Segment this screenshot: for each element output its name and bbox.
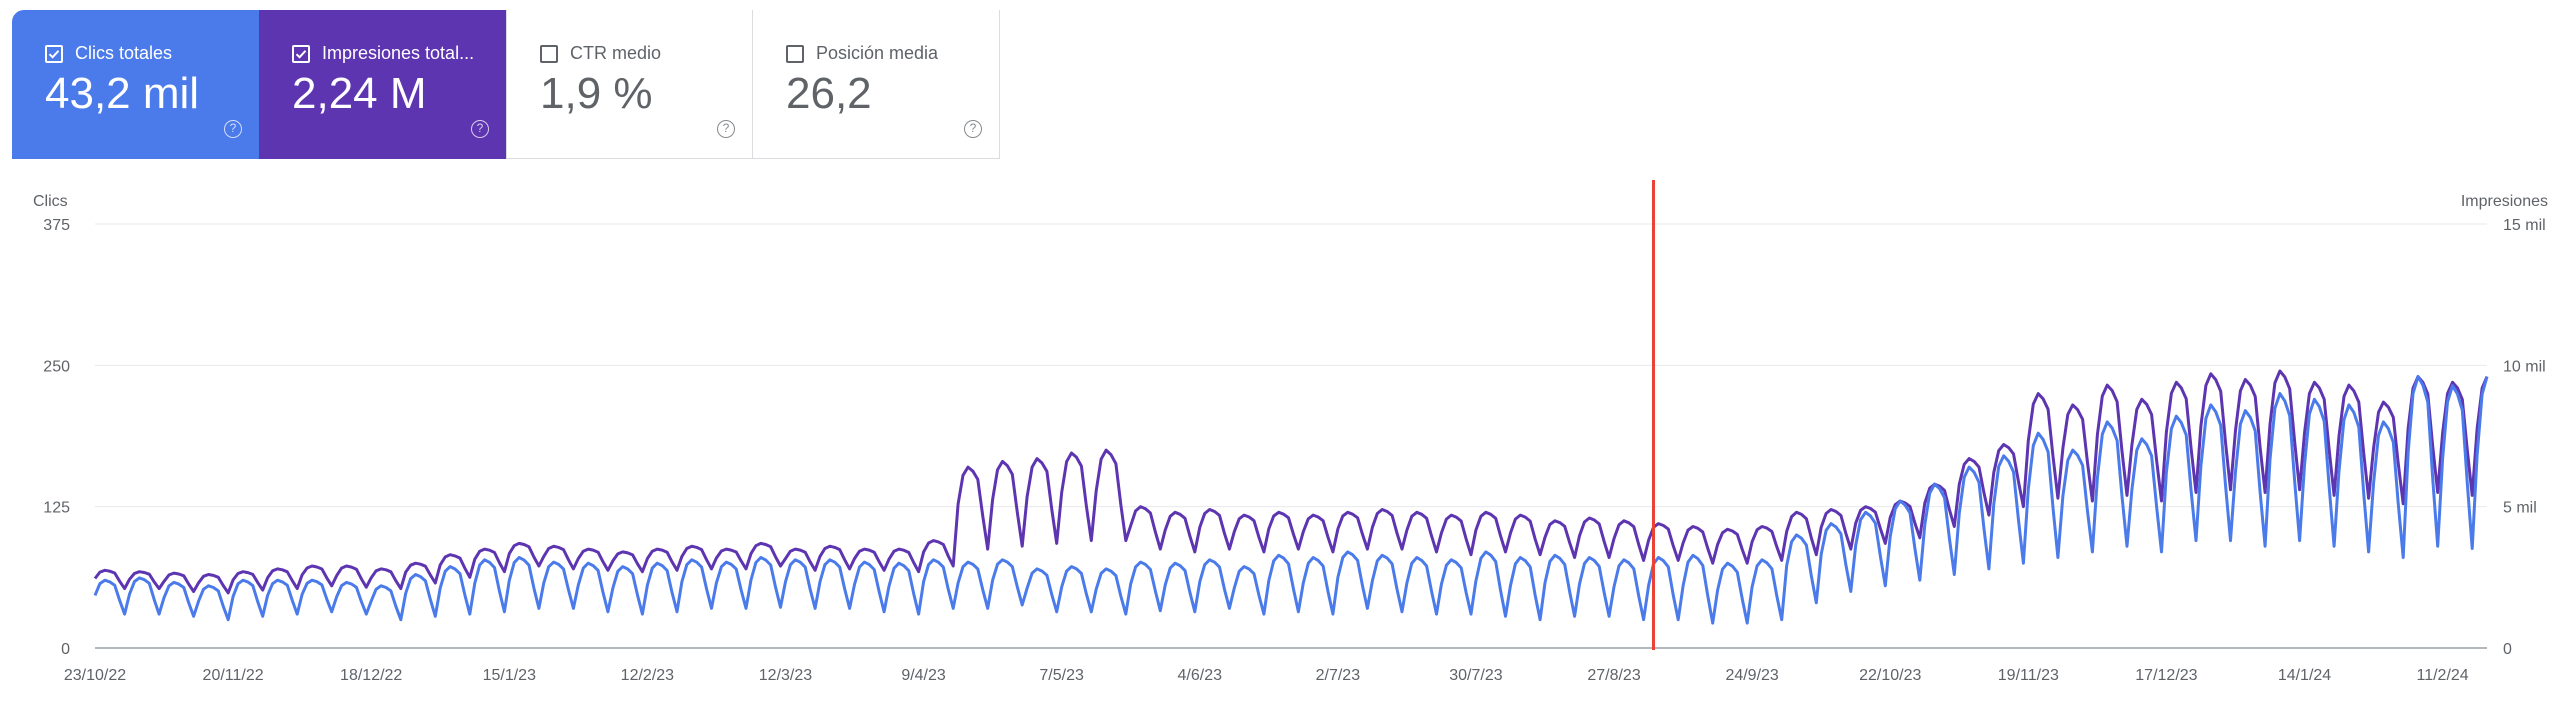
metric-value: 43,2 mil xyxy=(45,69,200,118)
x-tick-label: 15/1/23 xyxy=(483,667,536,684)
x-tick-label: 17/12/23 xyxy=(2135,667,2197,684)
x-tick-label: 11/2/24 xyxy=(2417,667,2469,684)
metric-card-clicks[interactable]: Clics totales 43,2 mil ? xyxy=(12,10,259,159)
checkbox-checked-icon[interactable] xyxy=(45,44,63,63)
metric-card-ctr[interactable]: CTR medio 1,9 % ? xyxy=(506,10,753,159)
metric-label: Impresiones total... xyxy=(322,43,475,63)
right-axis-title: Impresiones xyxy=(2461,193,2548,210)
x-tick-label: 30/7/23 xyxy=(1449,667,1502,684)
help-icon[interactable]: ? xyxy=(471,120,489,138)
y-left-tick-label: 250 xyxy=(43,358,70,375)
left-axis-ticks: 0 125 250 375 xyxy=(43,217,70,658)
x-tick-label: 18/12/22 xyxy=(340,667,402,684)
metric-label: CTR medio xyxy=(570,43,662,63)
x-axis-ticks: 23/10/22 20/11/22 18/12/22 15/1/23 12/2/23 12… xyxy=(64,667,2469,684)
y-left-tick-label: 0 xyxy=(61,641,70,658)
card-header: Posición media xyxy=(786,43,991,64)
x-tick-label: 12/3/23 xyxy=(759,667,812,684)
checkbox-unchecked-icon[interactable] xyxy=(786,44,804,63)
help-icon[interactable]: ? xyxy=(717,120,735,138)
right-axis-ticks: 0 5 mil 10 mil 15 mil xyxy=(2503,217,2546,658)
checkbox-checked-icon[interactable] xyxy=(292,44,310,63)
x-tick-label: 24/9/23 xyxy=(1725,667,1778,684)
x-tick-label: 27/8/23 xyxy=(1587,667,1640,684)
x-tick-label: 19/11/23 xyxy=(1998,667,2059,684)
performance-chart[interactable]: 0 125 250 375 0 5 mil 10 mil 15 mil 23/10/22 20… xyxy=(0,180,2560,728)
y-right-tick-label: 15 mil xyxy=(2503,217,2546,234)
card-header: Clics totales xyxy=(45,43,250,64)
metric-cards: Clics totales 43,2 mil ? Impresiones tot… xyxy=(12,10,1000,159)
y-right-tick-label: 0 xyxy=(2503,641,2512,658)
x-tick-label: 14/1/24 xyxy=(2278,667,2331,684)
help-icon[interactable]: ? xyxy=(224,120,242,138)
metric-label: Clics totales xyxy=(75,43,173,63)
card-header: Impresiones total... xyxy=(292,43,497,64)
series-line xyxy=(93,369,2489,595)
checkbox-unchecked-icon[interactable] xyxy=(540,44,558,63)
x-tick-label: 2/7/23 xyxy=(1316,667,1361,684)
x-tick-label: 4/6/23 xyxy=(1178,667,1223,684)
y-right-tick-label: 10 mil xyxy=(2503,358,2546,375)
metric-value: 26,2 xyxy=(786,69,872,118)
left-axis-title: Clics xyxy=(33,193,68,210)
metric-value: 1,9 % xyxy=(540,69,653,118)
help-icon[interactable]: ? xyxy=(964,120,982,138)
y-left-tick-label: 375 xyxy=(43,217,70,234)
metric-label: Posición media xyxy=(816,43,939,63)
metric-card-impressions[interactable]: Impresiones total... 2,24 M ? xyxy=(259,10,506,159)
y-right-tick-label: 5 mil xyxy=(2503,500,2537,517)
x-tick-label: 20/11/22 xyxy=(203,667,264,684)
chart-lines xyxy=(93,369,2489,625)
metric-value: 2,24 M xyxy=(292,69,427,118)
chart-grid xyxy=(95,223,2487,649)
y-left-tick-label: 125 xyxy=(43,500,70,517)
x-tick-label: 23/10/22 xyxy=(64,667,126,684)
card-header: CTR medio xyxy=(540,43,745,64)
metric-card-position[interactable]: Posición media 26,2 ? xyxy=(753,10,1000,159)
series-line xyxy=(93,375,2489,625)
x-tick-label: 12/2/23 xyxy=(621,667,674,684)
x-tick-label: 9/4/23 xyxy=(901,667,946,684)
x-tick-label: 22/10/23 xyxy=(1859,667,1921,684)
x-tick-label: 7/5/23 xyxy=(1039,667,1084,684)
